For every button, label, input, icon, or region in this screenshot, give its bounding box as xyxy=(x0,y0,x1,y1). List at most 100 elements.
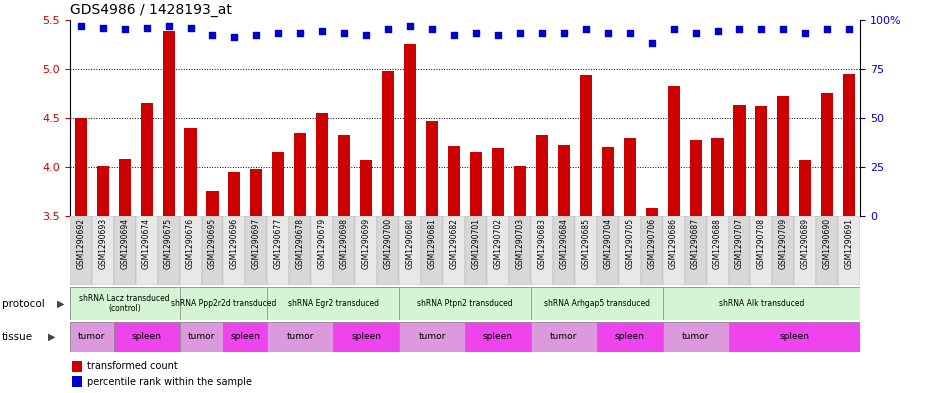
Text: ▶: ▶ xyxy=(57,299,64,309)
Text: tissue: tissue xyxy=(2,332,33,342)
Text: GSM1290694: GSM1290694 xyxy=(120,218,129,269)
Text: GSM1290690: GSM1290690 xyxy=(823,218,831,269)
Point xyxy=(776,26,790,33)
Point xyxy=(512,30,527,37)
Text: GSM1290676: GSM1290676 xyxy=(186,218,195,269)
Bar xyxy=(223,322,268,352)
Bar xyxy=(817,216,838,285)
Text: GSM1290682: GSM1290682 xyxy=(449,218,458,269)
Bar xyxy=(575,216,597,285)
Bar xyxy=(552,216,575,285)
Point xyxy=(556,30,571,37)
Text: GSM1290678: GSM1290678 xyxy=(296,218,305,269)
Bar xyxy=(684,216,707,285)
Bar xyxy=(531,287,662,320)
Bar xyxy=(838,216,860,285)
Bar xyxy=(136,216,157,285)
Bar xyxy=(113,322,179,352)
Bar xyxy=(92,216,113,285)
Bar xyxy=(72,361,82,372)
Bar xyxy=(799,160,811,216)
Point xyxy=(732,26,747,33)
Bar xyxy=(179,322,223,352)
Text: GSM1290679: GSM1290679 xyxy=(318,218,326,269)
Point xyxy=(820,26,835,33)
Bar xyxy=(246,216,267,285)
Bar xyxy=(448,146,460,216)
Bar xyxy=(70,287,179,320)
Bar xyxy=(421,216,443,285)
Text: GSM1290698: GSM1290698 xyxy=(339,218,349,269)
Point xyxy=(425,26,440,33)
Bar xyxy=(821,94,833,216)
Bar xyxy=(229,172,241,216)
Point xyxy=(249,32,264,39)
Text: spleen: spleen xyxy=(615,332,644,342)
Text: shRNA Ptpn2 transduced: shRNA Ptpn2 transduced xyxy=(418,299,512,308)
Text: GSM1290707: GSM1290707 xyxy=(735,218,744,269)
Bar xyxy=(514,166,526,216)
Bar xyxy=(289,216,312,285)
Point xyxy=(205,32,219,39)
Bar xyxy=(206,191,219,216)
Text: GSM1290683: GSM1290683 xyxy=(538,218,546,269)
Bar xyxy=(707,216,728,285)
Bar xyxy=(267,216,289,285)
Bar xyxy=(773,216,794,285)
Text: GSM1290687: GSM1290687 xyxy=(691,218,700,269)
Bar xyxy=(74,118,86,216)
Bar xyxy=(426,121,438,216)
Bar xyxy=(312,216,333,285)
Point xyxy=(622,30,637,37)
Bar xyxy=(333,322,399,352)
Point xyxy=(798,30,813,37)
Text: tumor: tumor xyxy=(188,332,215,342)
Bar xyxy=(689,140,701,216)
Bar xyxy=(399,322,465,352)
Text: spleen: spleen xyxy=(352,332,381,342)
Bar xyxy=(140,103,153,216)
Bar xyxy=(531,216,552,285)
Point xyxy=(183,24,198,31)
Text: GSM1290689: GSM1290689 xyxy=(801,218,810,269)
Bar xyxy=(272,152,285,216)
Text: GSM1290704: GSM1290704 xyxy=(604,218,612,269)
Text: GSM1290692: GSM1290692 xyxy=(76,218,86,269)
Bar xyxy=(618,216,641,285)
Text: spleen: spleen xyxy=(231,332,260,342)
Text: spleen: spleen xyxy=(779,332,809,342)
Text: GSM1290702: GSM1290702 xyxy=(494,218,502,269)
Text: tumor: tumor xyxy=(418,332,445,342)
Point xyxy=(711,28,725,35)
Bar xyxy=(662,216,684,285)
Text: ▶: ▶ xyxy=(48,332,56,342)
Bar xyxy=(399,216,421,285)
Point xyxy=(469,30,484,37)
Text: shRNA Alk transduced: shRNA Alk transduced xyxy=(719,299,804,308)
Bar xyxy=(157,216,179,285)
Text: GSM1290675: GSM1290675 xyxy=(164,218,173,269)
Point xyxy=(161,22,176,29)
Bar xyxy=(404,44,416,216)
Text: spleen: spleen xyxy=(132,332,162,342)
Bar xyxy=(487,216,509,285)
Bar xyxy=(179,216,202,285)
Bar xyxy=(223,216,246,285)
Bar xyxy=(70,216,92,285)
Bar xyxy=(267,322,333,352)
Text: shRNA Arhgap5 transduced: shRNA Arhgap5 transduced xyxy=(544,299,650,308)
Text: GSM1290693: GSM1290693 xyxy=(99,218,107,269)
Bar xyxy=(399,287,531,320)
Bar xyxy=(465,216,487,285)
Text: tumor: tumor xyxy=(78,332,105,342)
Bar xyxy=(113,216,136,285)
Point xyxy=(73,22,88,29)
Text: GSM1290685: GSM1290685 xyxy=(581,218,591,269)
Bar xyxy=(597,216,618,285)
Point xyxy=(380,26,395,33)
Bar xyxy=(711,138,724,216)
Bar xyxy=(558,145,570,216)
Text: GDS4986 / 1428193_at: GDS4986 / 1428193_at xyxy=(70,3,232,17)
Point xyxy=(337,30,352,37)
Text: shRNA Ppp2r2d transduced: shRNA Ppp2r2d transduced xyxy=(171,299,276,308)
